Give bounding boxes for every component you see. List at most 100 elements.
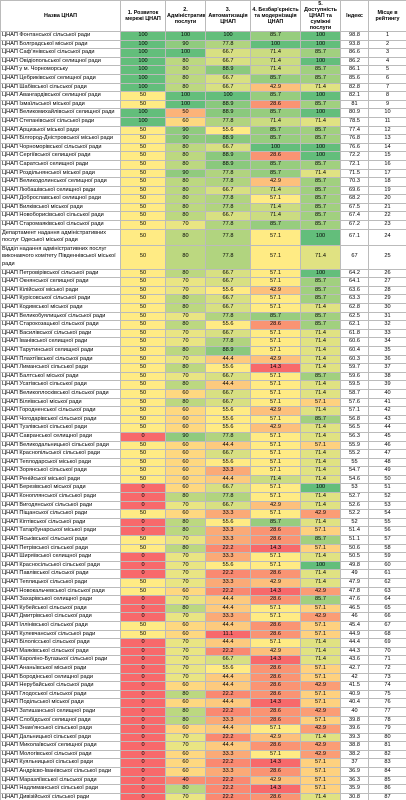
- score: 66.7: [205, 294, 251, 304]
- score: 42.9: [250, 500, 301, 511]
- rank: 64: [368, 595, 406, 605]
- cnap-name: ЦНАП Ширяївської селищної ради: [0, 552, 121, 562]
- score: 28.6: [250, 620, 301, 631]
- table-row: ЦНАП Куяльницької сільської ради 0 60 22.2 1…: [0, 758, 406, 769]
- score: 57.1: [300, 715, 341, 726]
- index: 43.6: [340, 655, 369, 665]
- rank: 35: [368, 345, 406, 356]
- score: 71.4: [300, 569, 341, 579]
- score: 71.4: [250, 211, 301, 222]
- score: 50: [120, 220, 166, 230]
- index: 50.6: [340, 543, 369, 554]
- score: 80: [165, 268, 206, 279]
- table-row: ЦНАП Іллінівської сільської ради 50 60 44.4…: [0, 620, 406, 631]
- index: 44.9: [340, 629, 369, 640]
- table-row: ЦНАП Кароліно-Бугазької сільської ради 0 7…: [0, 655, 406, 665]
- score: 0: [120, 646, 166, 657]
- score: 50: [120, 406, 166, 416]
- cnap-name: ЦНАП Окнянської селищної ради: [0, 277, 121, 287]
- score: 57.1: [250, 268, 301, 279]
- score: 100: [205, 31, 251, 41]
- rank: 42: [368, 406, 406, 416]
- score: 57.1: [300, 689, 341, 700]
- score: 50: [120, 91, 166, 101]
- cnap-name: ЦНАП Цебриківської селищної ради: [0, 73, 121, 84]
- score: 80: [165, 689, 206, 700]
- score: 57.1: [250, 483, 301, 494]
- score: 55.6: [205, 517, 251, 528]
- table-row: ЦНАП Петровірівської сільської ради 50 80 6…: [0, 268, 406, 279]
- rank: 71: [368, 655, 406, 665]
- score: 0: [120, 655, 166, 665]
- score: 70: [165, 337, 206, 347]
- score: 88.9: [205, 108, 251, 118]
- score: 57.1: [250, 560, 301, 571]
- rank: 4: [368, 56, 406, 67]
- index: 59.7: [340, 363, 369, 373]
- cnap-name: ЦНАП Новоборисівської сільської ради: [0, 211, 121, 222]
- score: 50: [120, 414, 166, 425]
- table-row: ЦНАП Краснопільської сільської ради 50 60 6…: [0, 449, 406, 459]
- table-row: ЦНАП Миколаївської селищної ради 0 70 44.4 2…: [0, 741, 406, 751]
- table-row: ЦНАП Кіптівської сільської ради 0 80 55.6 85…: [0, 517, 406, 528]
- score: 85.7: [300, 185, 341, 196]
- score: 77.8: [205, 311, 251, 322]
- column-header: 4. Безбар'єрність та модернізація ЦНАП: [250, 0, 301, 32]
- cnap-name: ЦНАП Павлівської сільської ради: [0, 569, 121, 579]
- index: 62.5: [340, 311, 369, 322]
- table-row: ЦНАП Біляївської міської ради 50 80 66.7 57.…: [0, 397, 406, 408]
- table-row: ЦНАП Білгород-Дністровської міської ради…: [0, 134, 406, 144]
- rank: 81: [368, 741, 406, 751]
- score: 50: [120, 303, 166, 313]
- score: 85.7: [300, 99, 341, 110]
- index: 56.5: [340, 423, 369, 433]
- cnap-name: ЦНАП Старокозацької сільської ради: [0, 320, 121, 330]
- index: 49: [340, 569, 369, 579]
- score: 100: [165, 99, 206, 110]
- cnap-name: ЦНАП Лиманської сільської ради: [0, 363, 121, 373]
- cnap-name: ЦНАП Іванівської селищної ради: [0, 337, 121, 347]
- score: 0: [120, 689, 166, 700]
- index: 35.9: [340, 784, 369, 794]
- cnap-name: ЦНАП Миколаївської селищної ради: [0, 741, 121, 751]
- cnap-name: ЦНАП Чогодарівської сільської ради: [0, 414, 121, 425]
- rank: 40: [368, 388, 406, 399]
- score: 28.6: [250, 535, 301, 545]
- score: 80: [165, 784, 206, 794]
- cnap-name: ЦНАП Андрієво-Іванівської сільської ради: [0, 767, 121, 777]
- score: 80: [165, 142, 206, 153]
- score: 66.7: [205, 388, 251, 399]
- column-header: 2. Адміністративні послуги: [165, 0, 206, 32]
- score: 0: [120, 492, 166, 502]
- index: 60.3: [340, 354, 369, 365]
- score: 14.3: [250, 363, 301, 373]
- cnap-name: ЦНАП Піщанської сільської ради: [0, 509, 121, 519]
- score: 66.7: [205, 483, 251, 494]
- cnap-name: Відділ надання адміністративних послуг в…: [0, 244, 121, 270]
- rank: 11: [368, 116, 406, 127]
- cnap-name: ЦНАП Плахтіївської сільської ради: [0, 354, 121, 365]
- score: 80: [165, 603, 206, 614]
- cnap-name: ЦНАП Ізмаїльської міської ради: [0, 99, 121, 110]
- score: 50: [120, 337, 166, 347]
- rank: 79: [368, 724, 406, 734]
- score: 85.7: [300, 202, 341, 213]
- score: 60: [165, 474, 206, 485]
- cnap-name: ЦНАП Маяківської сільської ради: [0, 646, 121, 657]
- score: 42.9: [300, 586, 341, 597]
- score: 0: [120, 603, 166, 614]
- score: 66.7: [205, 82, 251, 93]
- score: 22.2: [205, 646, 251, 657]
- table-row: ЦНАП Татарбунарської міської ради 0 80 33.3…: [0, 526, 406, 537]
- cnap-name: ЦНАП Татарбунарської міської ради: [0, 526, 121, 537]
- score: 42.9: [250, 406, 301, 416]
- index: 56.8: [340, 414, 369, 425]
- score: 60: [165, 681, 206, 691]
- rank: 47: [368, 449, 406, 459]
- score: 42.9: [250, 354, 301, 365]
- rank: 59: [368, 552, 406, 562]
- index: 60.6: [340, 337, 369, 347]
- score: 80: [165, 715, 206, 726]
- rank: 53: [368, 500, 406, 511]
- score: 85.7: [250, 168, 301, 179]
